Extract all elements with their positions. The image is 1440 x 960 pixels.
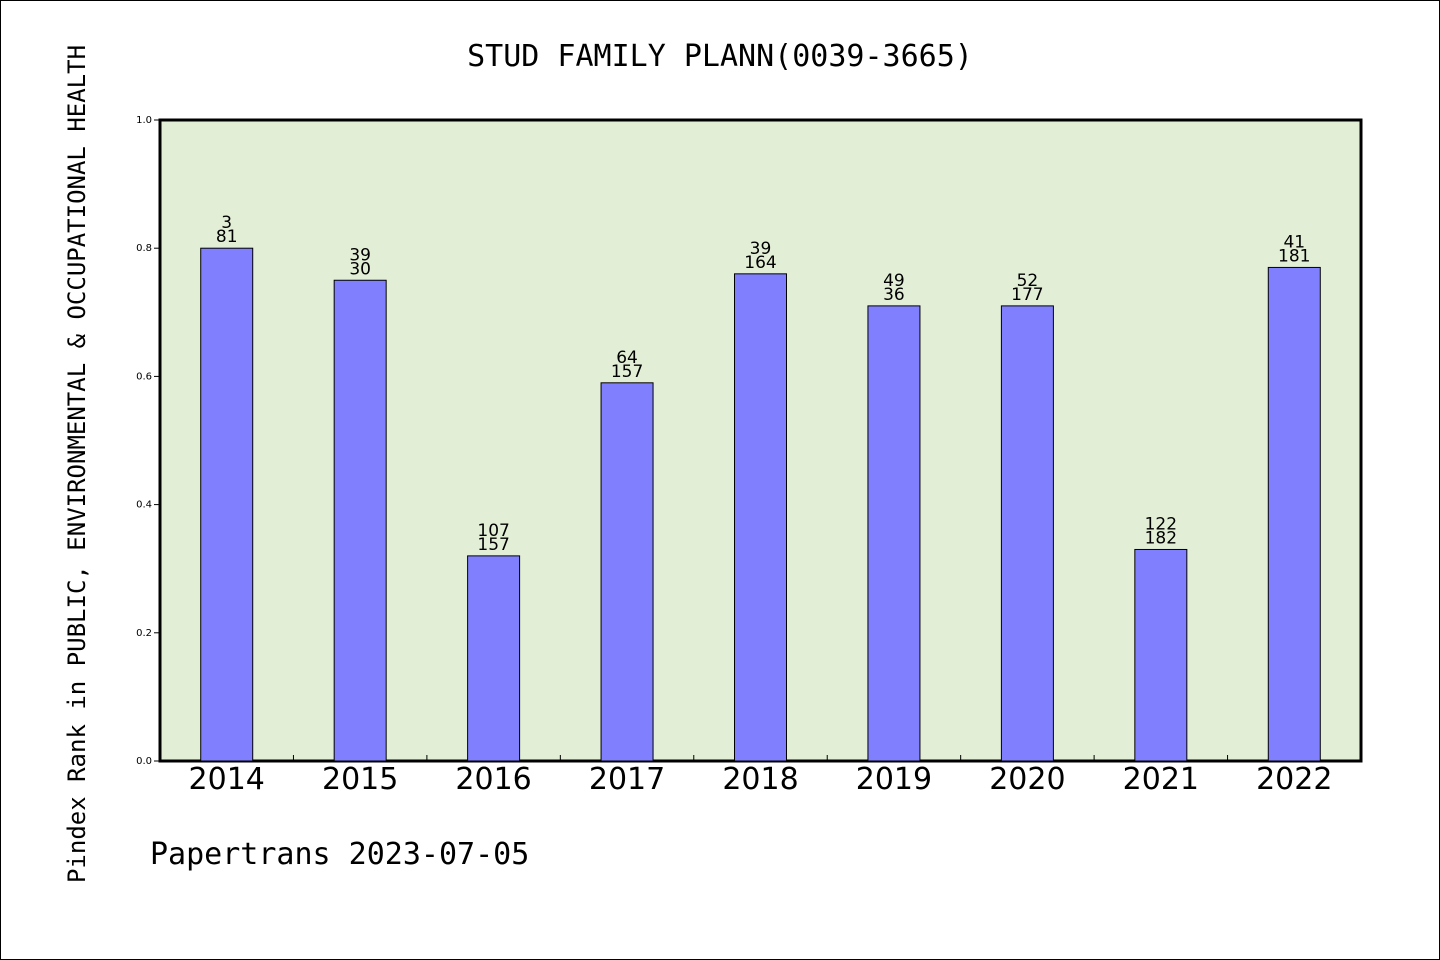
x-tick-label: 2015: [322, 762, 398, 797]
data-label-bottom: 181: [1278, 246, 1310, 266]
data-label-top: 122: [1145, 514, 1177, 534]
x-tick-label: 2019: [856, 762, 932, 797]
data-label-bottom: 81: [216, 227, 238, 247]
bar-2021: [1134, 548, 1188, 762]
x-axis: 2014 2015 2016 2017 2018 2019 2020 2021 2022: [189, 755, 1332, 797]
data-label-top: 39: [349, 245, 371, 265]
x-tick-label: 2022: [1256, 762, 1332, 797]
y-axis-label: Pindex Rank in PUBLIC, ENVIRONMENTAL & O…: [63, 45, 91, 883]
data-label-bottom: 157: [611, 362, 643, 382]
data-label-bottom: 30: [349, 259, 371, 279]
bar-2015: [333, 279, 387, 762]
data-label-top: 64: [616, 348, 638, 368]
data-label-bottom: 182: [1145, 528, 1177, 548]
chart-title: STUD FAMILY PLANN(0039-3665): [467, 39, 973, 74]
data-label-top: 3: [221, 213, 232, 233]
bar-2014: [200, 247, 254, 762]
footer-credit: Papertrans 2023-07-05: [150, 837, 529, 872]
y-tick-label: 0.4: [136, 500, 152, 511]
y-axis: 0.0 0.2 0.4 0.6 0.8 1.0: [136, 115, 160, 767]
data-label-top: 39: [750, 239, 772, 259]
bar-2018: [734, 273, 787, 762]
data-label-top: 41: [1283, 232, 1305, 252]
y-tick-label: 0.0: [136, 756, 152, 767]
bar-2016: [467, 555, 521, 762]
x-tick-label: 2020: [989, 762, 1065, 797]
y-tick-label: 0.6: [136, 371, 152, 382]
x-tick-label: 2014: [189, 762, 265, 797]
bar-2017: [600, 382, 654, 762]
data-label-top: 52: [1017, 271, 1039, 291]
x-tick-label: 2017: [589, 762, 665, 797]
data-label-bottom: 164: [744, 253, 776, 273]
data-label-bottom: 177: [1011, 285, 1043, 305]
y-tick-label: 1.0: [136, 115, 152, 126]
bars: [200, 247, 1321, 762]
data-label-top: 107: [477, 521, 509, 541]
data-label-bottom: 157: [477, 535, 509, 555]
y-tick-label: 0.2: [136, 628, 152, 639]
x-tick-label: 2018: [722, 762, 798, 797]
bar-2022: [1267, 266, 1321, 762]
data-labels: 3813930107157641573916449365217712218241…: [216, 213, 1311, 555]
y-tick-label: 0.8: [136, 243, 152, 254]
data-label-bottom: 36: [883, 285, 905, 305]
bar-2019: [867, 305, 921, 762]
x-tick-label: 2016: [455, 762, 531, 797]
data-label-top: 49: [883, 271, 905, 291]
x-tick-label: 2021: [1123, 762, 1199, 797]
bar-2020: [1000, 305, 1054, 762]
